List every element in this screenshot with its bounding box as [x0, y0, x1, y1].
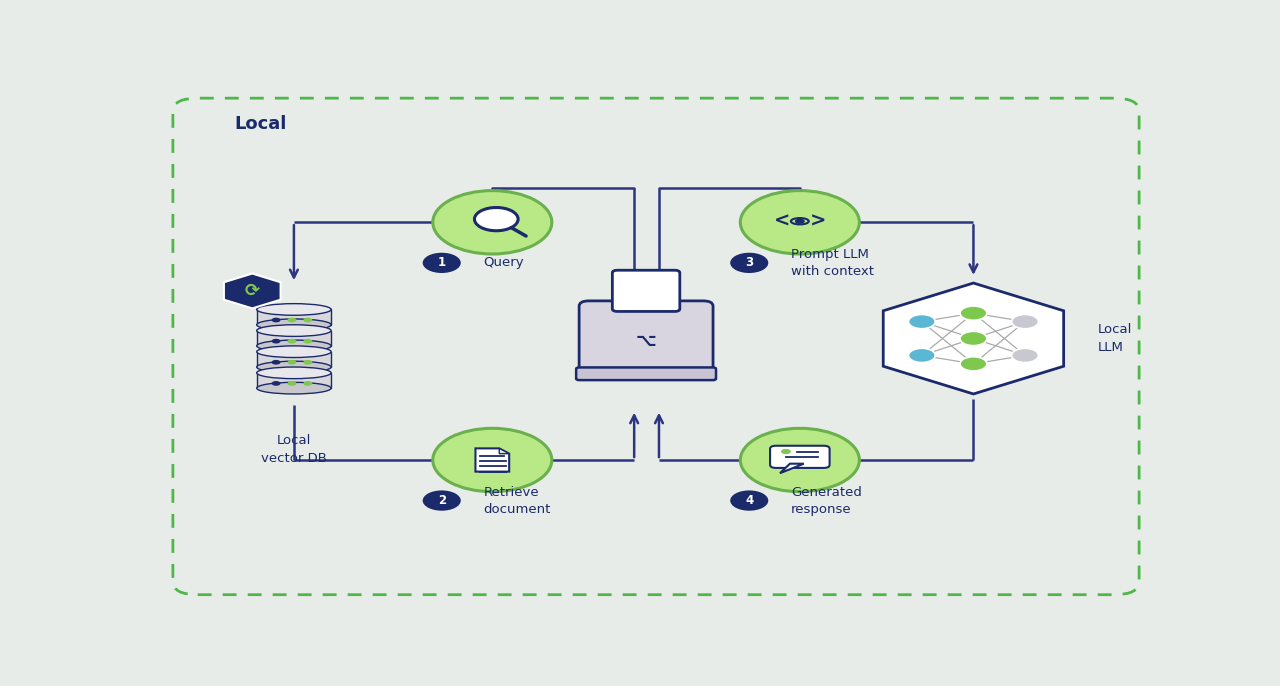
- Text: Local: Local: [234, 115, 287, 132]
- Circle shape: [730, 490, 768, 510]
- Text: Generated
response: Generated response: [791, 486, 861, 516]
- Text: Retrieve
document: Retrieve document: [484, 486, 550, 516]
- Circle shape: [271, 381, 280, 386]
- Text: 4: 4: [745, 494, 754, 507]
- FancyBboxPatch shape: [771, 446, 829, 468]
- FancyBboxPatch shape: [579, 301, 713, 372]
- Circle shape: [288, 360, 297, 365]
- Circle shape: [303, 360, 312, 365]
- Circle shape: [960, 357, 987, 371]
- Circle shape: [288, 318, 297, 322]
- Ellipse shape: [257, 346, 332, 357]
- Text: <: <: [774, 212, 790, 230]
- Circle shape: [303, 381, 312, 386]
- Circle shape: [1011, 348, 1038, 362]
- Polygon shape: [780, 464, 804, 473]
- Circle shape: [795, 219, 805, 224]
- Circle shape: [781, 449, 791, 454]
- Polygon shape: [499, 449, 509, 453]
- Text: Local
LLM: Local LLM: [1097, 323, 1132, 354]
- FancyBboxPatch shape: [612, 270, 680, 311]
- Circle shape: [1011, 314, 1038, 329]
- Bar: [257, 373, 332, 388]
- Text: ⌥: ⌥: [636, 332, 657, 350]
- Polygon shape: [626, 284, 666, 306]
- Circle shape: [740, 191, 859, 254]
- Bar: [257, 309, 332, 324]
- Bar: [257, 331, 332, 346]
- Ellipse shape: [257, 362, 332, 373]
- Circle shape: [960, 331, 987, 346]
- Text: 2: 2: [438, 494, 445, 507]
- Text: Query: Query: [484, 257, 524, 270]
- Circle shape: [740, 428, 859, 492]
- Circle shape: [960, 306, 987, 320]
- Circle shape: [422, 490, 461, 510]
- FancyBboxPatch shape: [576, 368, 716, 380]
- Circle shape: [288, 339, 297, 344]
- Ellipse shape: [257, 304, 332, 316]
- Circle shape: [909, 348, 936, 362]
- Text: Prompt LLM
with context: Prompt LLM with context: [791, 248, 874, 278]
- Ellipse shape: [257, 324, 332, 336]
- Circle shape: [271, 318, 280, 322]
- Ellipse shape: [257, 340, 332, 352]
- Text: ⟳: ⟳: [244, 282, 260, 300]
- Bar: [257, 352, 332, 367]
- Circle shape: [422, 252, 461, 273]
- Circle shape: [303, 339, 312, 344]
- Circle shape: [271, 360, 280, 365]
- FancyBboxPatch shape: [173, 98, 1139, 595]
- Polygon shape: [224, 274, 280, 309]
- Circle shape: [288, 381, 297, 386]
- Polygon shape: [883, 283, 1064, 394]
- Circle shape: [271, 339, 280, 344]
- Circle shape: [909, 314, 936, 329]
- Text: 3: 3: [745, 257, 754, 270]
- Circle shape: [475, 207, 518, 230]
- Circle shape: [433, 191, 552, 254]
- Circle shape: [730, 252, 768, 273]
- Text: 1: 1: [438, 257, 445, 270]
- Text: >: >: [809, 212, 826, 230]
- Text: Local
vector DB: Local vector DB: [261, 434, 326, 465]
- Ellipse shape: [257, 319, 332, 331]
- Polygon shape: [475, 449, 509, 471]
- Ellipse shape: [257, 382, 332, 394]
- Circle shape: [303, 318, 312, 322]
- Ellipse shape: [257, 367, 332, 379]
- Circle shape: [433, 428, 552, 492]
